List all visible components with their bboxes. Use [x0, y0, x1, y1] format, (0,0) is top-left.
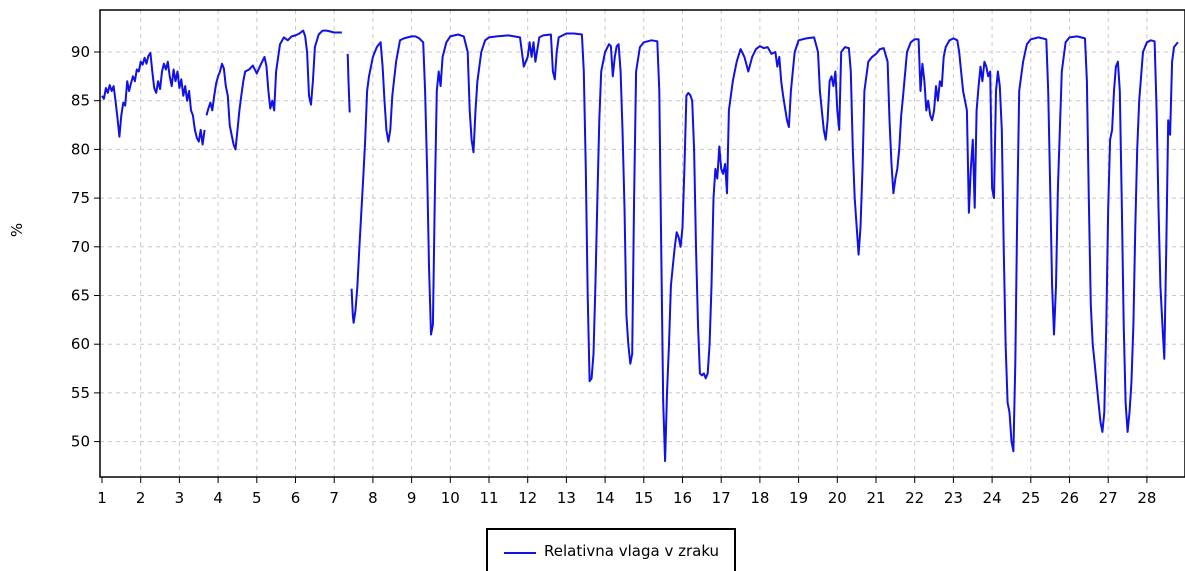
y-tick-label: 70	[71, 238, 90, 256]
legend: Relativna vlaga v zraku	[486, 528, 736, 571]
x-tick-label: 13	[557, 489, 576, 507]
y-tick-label: 80	[71, 140, 90, 158]
x-tick-label: 21	[866, 489, 885, 507]
y-tick-label: 75	[71, 189, 90, 207]
legend-label: Relativna vlaga v zraku	[544, 542, 720, 560]
x-tick-label: 23	[944, 489, 963, 507]
y-axis-ticks: 50 55 60 65 70 75 80 85 90	[71, 43, 100, 451]
series-layer	[101, 29, 1179, 463]
x-axis-ticks: 1 2 3 4 5 6 7 8 9 10 11 12 13 14 15 16 17 18 19 20 21 22 23 24 2…	[97, 477, 1156, 507]
x-tick-label: 10	[441, 489, 460, 507]
x-tick-label: 17	[712, 489, 731, 507]
x-tick-label: 26	[1060, 489, 1079, 507]
x-tick-label: 4	[213, 489, 223, 507]
x-tick-label: 8	[368, 489, 378, 507]
series-line-segment	[350, 32, 1179, 463]
legend-swatch	[504, 552, 536, 554]
x-tick-label: 12	[518, 489, 537, 507]
x-tick-label: 5	[252, 489, 262, 507]
x-tick-label: 25	[1021, 489, 1040, 507]
series-line-segment	[205, 29, 342, 151]
x-tick-label: 18	[750, 489, 769, 507]
x-tick-label: 15	[634, 489, 653, 507]
x-tick-label: 24	[983, 489, 1002, 507]
y-axis-label: %	[8, 223, 26, 237]
x-tick-label: 28	[1137, 489, 1156, 507]
x-tick-label: 6	[291, 489, 301, 507]
x-tick-label: 27	[1099, 489, 1118, 507]
x-tick-label: 1	[97, 489, 107, 507]
x-tick-label: 19	[789, 489, 808, 507]
y-tick-label: 55	[71, 384, 90, 402]
y-tick-label: 85	[71, 92, 90, 110]
gridlines	[100, 10, 1185, 477]
y-tick-label: 50	[71, 433, 90, 451]
x-tick-label: 3	[175, 489, 185, 507]
x-tick-label: 11	[479, 489, 498, 507]
y-tick-label: 90	[71, 43, 90, 61]
x-tick-label: 2	[136, 489, 146, 507]
x-tick-label: 20	[828, 489, 847, 507]
x-tick-label: 9	[407, 489, 417, 507]
series-line-segment	[101, 52, 206, 146]
x-tick-label: 16	[673, 489, 692, 507]
x-tick-label: 7	[329, 489, 339, 507]
y-tick-label: 65	[71, 287, 90, 305]
y-tick-label: 60	[71, 335, 90, 353]
series-line-segment	[346, 53, 351, 113]
x-tick-label: 14	[596, 489, 615, 507]
x-tick-label: 22	[905, 489, 924, 507]
plot-area-frame	[99, 9, 1185, 478]
